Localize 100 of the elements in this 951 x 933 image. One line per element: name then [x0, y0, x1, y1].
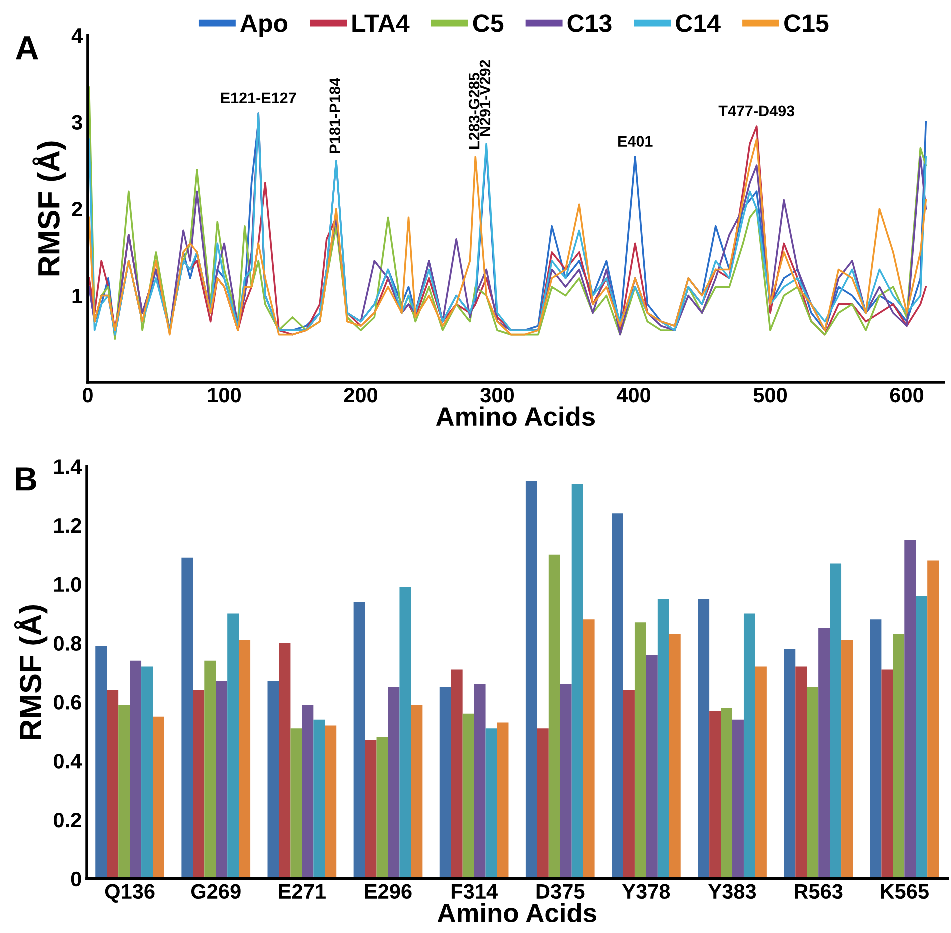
x-tick-label: 100 — [208, 388, 241, 403]
bar — [290, 728, 302, 879]
y-axis-title: RMSF (Å) — [14, 605, 48, 740]
x-tick-label: F314 — [452, 884, 498, 900]
bar — [870, 620, 882, 879]
bar — [928, 560, 940, 879]
annotation: T477-D493 — [718, 106, 795, 117]
bar — [893, 634, 905, 879]
legend-label: C13 — [568, 14, 612, 32]
legend-label: Apo — [240, 14, 288, 38]
bar — [142, 666, 153, 879]
y-tick-label: 0.2 — [54, 812, 82, 828]
y-tick-label: 2 — [72, 202, 82, 217]
bar — [537, 728, 549, 879]
bar — [882, 670, 894, 879]
bar — [784, 649, 796, 879]
bar — [486, 728, 498, 879]
bar — [268, 682, 280, 879]
y-tick-label: 1.0 — [54, 577, 82, 592]
x-tick-label: D375 — [536, 884, 585, 900]
y-tick-label: 0.8 — [54, 636, 82, 651]
bar — [634, 622, 646, 879]
bar — [239, 640, 251, 879]
x-tick-label: E296 — [365, 884, 412, 900]
bar — [411, 705, 423, 879]
bar — [314, 720, 326, 879]
annotation: E401 — [618, 136, 653, 147]
bar — [376, 737, 388, 879]
x-tick-label: Y378 — [622, 884, 670, 900]
bar — [279, 643, 291, 879]
legend-label: C14 — [676, 14, 721, 32]
bar — [474, 684, 486, 879]
bar — [548, 554, 560, 879]
bar — [440, 687, 452, 879]
annotation: P181-P184 — [330, 78, 341, 154]
x-axis-title: Amino Acids — [438, 903, 596, 923]
bar — [646, 655, 658, 879]
legend-label: LTA4 — [352, 14, 410, 32]
bar — [658, 599, 670, 879]
bar — [744, 614, 756, 879]
x-tick-label: Y383 — [708, 884, 756, 900]
annotation: N291-V292 — [480, 60, 491, 136]
bar — [216, 682, 228, 879]
bar — [818, 628, 830, 879]
bar — [130, 660, 142, 879]
x-tick-label: 500 — [754, 388, 788, 403]
bar — [526, 481, 538, 879]
bar — [732, 720, 744, 879]
x-tick-label: G269 — [191, 884, 241, 900]
bar — [302, 705, 314, 879]
x-tick-label: R563 — [795, 884, 843, 900]
bar — [721, 708, 733, 879]
x-tick-label: Q136 — [105, 884, 155, 903]
bar — [623, 690, 635, 879]
bar — [400, 587, 412, 879]
legend-label: C5 — [473, 14, 504, 32]
bar — [365, 740, 377, 879]
bar — [182, 558, 194, 879]
bar — [388, 687, 400, 879]
bar — [228, 614, 240, 879]
x-tick-label: 600 — [890, 388, 924, 403]
bar — [193, 690, 205, 879]
chart-title: B — [16, 468, 36, 491]
x-tick-label: 200 — [344, 388, 378, 403]
bar — [325, 726, 337, 879]
bar — [583, 620, 595, 879]
y-tick-label: 3 — [72, 115, 82, 130]
bar — [796, 666, 808, 879]
bar — [204, 660, 216, 879]
bar — [451, 670, 463, 879]
bar — [572, 484, 584, 879]
bar — [710, 710, 722, 879]
bar — [916, 596, 928, 879]
bar — [698, 599, 710, 879]
y-tick-label: 0.6 — [54, 695, 82, 710]
bar — [755, 666, 767, 879]
bar — [462, 714, 474, 879]
x-tick-label: E271 — [279, 884, 326, 899]
annotation: E121-E127 — [221, 92, 296, 104]
y-axis-title: RMSF (Å) — [32, 142, 66, 276]
y-tick-label: 0 — [71, 872, 82, 887]
bar — [107, 690, 119, 879]
bar — [354, 602, 366, 879]
y-tick-label: 0.4 — [54, 754, 82, 769]
y-tick-label: 1 — [72, 288, 83, 304]
bar — [497, 722, 509, 879]
y-tick-label: 4 — [72, 28, 83, 44]
x-tick-label: 400 — [616, 388, 651, 403]
bar — [153, 716, 164, 879]
y-tick-label: 1.2 — [54, 518, 82, 533]
bar — [904, 540, 916, 879]
x-tick-label: K565 — [881, 884, 929, 900]
y-tick-label: 1.4 — [54, 460, 82, 474]
x-tick-label: 300 — [480, 388, 514, 403]
bar — [669, 634, 681, 879]
x-tick-label: 0 — [83, 388, 93, 403]
bar — [96, 646, 108, 879]
legend-label: C15 — [784, 14, 829, 32]
bar — [118, 705, 130, 879]
bar — [842, 640, 853, 879]
